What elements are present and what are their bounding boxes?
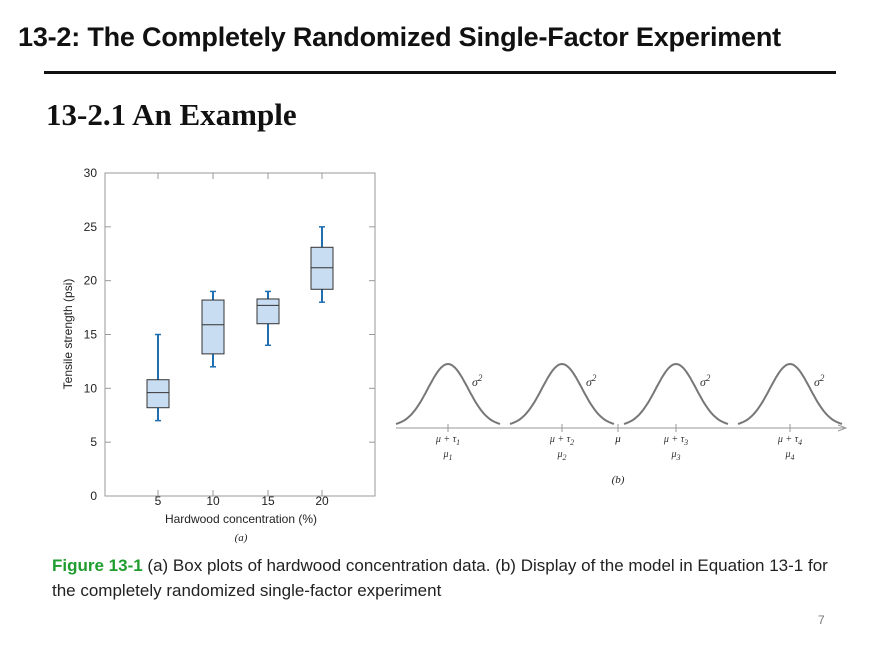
group-mean-label: μ2 xyxy=(556,449,566,462)
panel-label-a: (a) xyxy=(235,532,248,544)
y-tick-label: 0 xyxy=(90,489,97,503)
y-axis-ticks: 0 5 10 15 20 25 30 xyxy=(84,166,375,503)
effect-subscript: 1 xyxy=(456,438,460,447)
figure-caption: Figure 13-1 (a) Box plots of hardwood co… xyxy=(52,553,842,603)
plot-frame xyxy=(104,172,376,497)
box-iqr xyxy=(146,379,170,409)
figure-reference: Figure 13-1 xyxy=(52,556,143,575)
caption-text: (a) Box plots of hardwood concentration … xyxy=(52,556,828,600)
group-mean-subscript: 2 xyxy=(563,453,567,462)
grand-mean-label: μ xyxy=(614,433,621,445)
group-mean-label: μ3 xyxy=(670,449,680,462)
y-tick-label: 15 xyxy=(84,328,98,342)
normal-curve xyxy=(737,362,843,425)
box-iqr xyxy=(310,246,334,290)
effect-label: μ + τ4 xyxy=(777,434,802,447)
y-tick-label: 30 xyxy=(84,166,98,180)
effect-subscript: 2 xyxy=(570,438,574,447)
variance-exponent: 2 xyxy=(706,373,711,383)
y-tick-label: 25 xyxy=(84,220,98,234)
section-subtitle: 13-2.1 An Example xyxy=(46,97,297,132)
slide-title: 13-2: The Completely Randomized Single-F… xyxy=(18,22,781,52)
group-mean-subscript: 3 xyxy=(676,453,681,462)
normal-curve xyxy=(509,362,615,425)
page-number: 7 xyxy=(818,613,825,627)
x-tick-label: 10 xyxy=(206,494,220,508)
y-axis-label: Tensile strength (psi) xyxy=(61,279,75,390)
boxes-group xyxy=(146,226,334,422)
effect-label: μ + τ2 xyxy=(549,434,574,447)
group-mean-label: μ4 xyxy=(784,449,794,462)
variance-label: σ2 xyxy=(814,373,825,389)
x-tick-label: 15 xyxy=(261,494,275,508)
normal-curve xyxy=(395,362,501,425)
effect-label: μ + τ1 xyxy=(435,434,460,447)
variance-label: σ2 xyxy=(700,373,711,389)
variance-label: σ2 xyxy=(586,373,597,389)
group-mean-subscript: 4 xyxy=(791,453,795,462)
variance-exponent: 2 xyxy=(478,373,483,383)
y-tick-label: 10 xyxy=(84,381,98,395)
effect-subscript: 4 xyxy=(798,438,802,447)
axis-arrow-icon xyxy=(837,424,848,432)
variance-exponent: 2 xyxy=(592,373,597,383)
effect-label: μ + τ3 xyxy=(663,434,688,447)
x-tick-label: 20 xyxy=(315,494,329,508)
x-axis-label: Hardwood concentration (%) xyxy=(165,512,317,526)
normal-curve xyxy=(623,362,729,425)
group-mean-label: μ1 xyxy=(442,449,452,462)
y-tick-label: 20 xyxy=(84,274,98,288)
variance-exponent: 2 xyxy=(820,373,825,383)
y-tick-label: 5 xyxy=(90,435,97,449)
title-divider xyxy=(44,71,836,74)
panel-label-b: (b) xyxy=(612,474,625,486)
x-tick-label: 5 xyxy=(155,494,162,508)
variance-label: σ2 xyxy=(472,373,483,389)
group-mean-subscript: 1 xyxy=(449,453,453,462)
box-iqr xyxy=(201,299,225,355)
effect-subscript: 3 xyxy=(683,438,688,447)
x-axis-ticks: 5 10 15 20 xyxy=(155,173,329,508)
